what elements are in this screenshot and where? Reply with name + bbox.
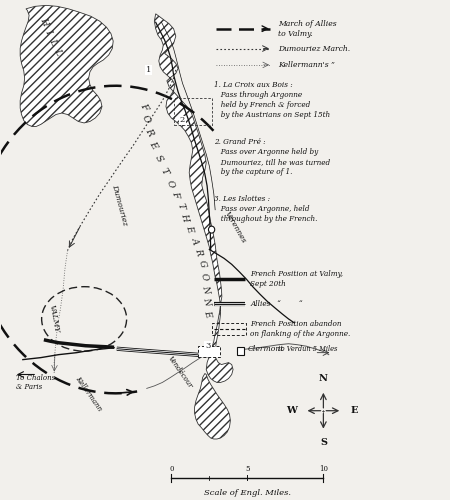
Text: 5: 5 [245, 464, 250, 472]
Polygon shape [154, 14, 233, 382]
Text: 10: 10 [319, 464, 328, 472]
Text: N: N [319, 374, 328, 384]
Text: French Position at Valmy,
Sept 20th: French Position at Valmy, Sept 20th [251, 270, 343, 288]
Text: 3: 3 [205, 342, 211, 350]
Text: O: O [165, 179, 176, 188]
Text: Dumouriez: Dumouriez [111, 184, 129, 226]
Text: 1. La Croix aux Bois :
   Pass through Argonne
   held by French & forced
   by : 1. La Croix aux Bois : Pass through Argo… [214, 81, 330, 119]
Text: to Verdun 5 Miles: to Verdun 5 Miles [278, 344, 337, 352]
Text: VALMY: VALMY [48, 304, 61, 334]
Text: S: S [153, 153, 164, 164]
Text: French Position abandon
on flanking of the Argonne.: French Position abandon on flanking of t… [251, 320, 351, 338]
Text: L: L [52, 48, 63, 56]
Polygon shape [194, 374, 230, 439]
FancyBboxPatch shape [198, 346, 220, 356]
Text: 1: 1 [146, 66, 152, 74]
Text: 2: 2 [180, 116, 185, 124]
Text: 0: 0 [169, 464, 174, 472]
Text: S: S [320, 438, 327, 447]
Text: Allies   “        “: Allies “ “ [251, 300, 303, 308]
Text: L: L [47, 38, 58, 46]
Text: Vendécour: Vendécour [166, 355, 194, 390]
Text: F: F [170, 190, 180, 198]
Polygon shape [20, 6, 113, 126]
Text: Scale of Engl. Miles.: Scale of Engl. Miles. [204, 488, 291, 496]
Text: Kellermann: Kellermann [73, 374, 104, 412]
Text: March of Allies
to Valmy.: March of Allies to Valmy. [278, 20, 337, 38]
Text: N: N [201, 296, 212, 306]
Text: O: O [198, 272, 209, 281]
Text: Dumouriez March.: Dumouriez March. [278, 44, 350, 52]
Text: N: N [200, 284, 211, 294]
Text: H: H [38, 16, 50, 26]
Text: A: A [189, 236, 200, 245]
Text: H: H [180, 212, 190, 222]
Text: F: F [138, 102, 149, 112]
Circle shape [238, 348, 244, 354]
Text: T: T [175, 202, 185, 210]
Text: T: T [159, 166, 170, 176]
Text: I: I [44, 28, 53, 34]
Text: Clermont: Clermont [248, 344, 284, 352]
Text: E: E [202, 310, 212, 318]
Bar [237, 347, 244, 355]
Text: E: E [148, 140, 159, 150]
Text: 2. Grand Pré :
   Pass over Argonne held by
   Dumouriez, till he was turned
   : 2. Grand Pré : Pass over Argonne held by… [214, 138, 330, 176]
Text: E: E [351, 406, 359, 415]
Text: G: G [197, 260, 207, 269]
Text: Varennes: Varennes [223, 210, 248, 244]
Text: E: E [184, 224, 194, 233]
Text: O: O [140, 114, 151, 125]
Circle shape [208, 226, 215, 233]
Text: To Chalons
& Paris: To Chalons & Paris [16, 374, 55, 392]
Text: W: W [286, 406, 297, 415]
Text: Kellermann's ”: Kellermann's ” [278, 61, 335, 69]
Text: R: R [193, 248, 203, 256]
Text: R: R [143, 127, 155, 138]
Text: 3. Les Islottes :
   Pass over Argonne, held
   throughout by the French.: 3. Les Islottes : Pass over Argonne, hel… [214, 195, 317, 223]
